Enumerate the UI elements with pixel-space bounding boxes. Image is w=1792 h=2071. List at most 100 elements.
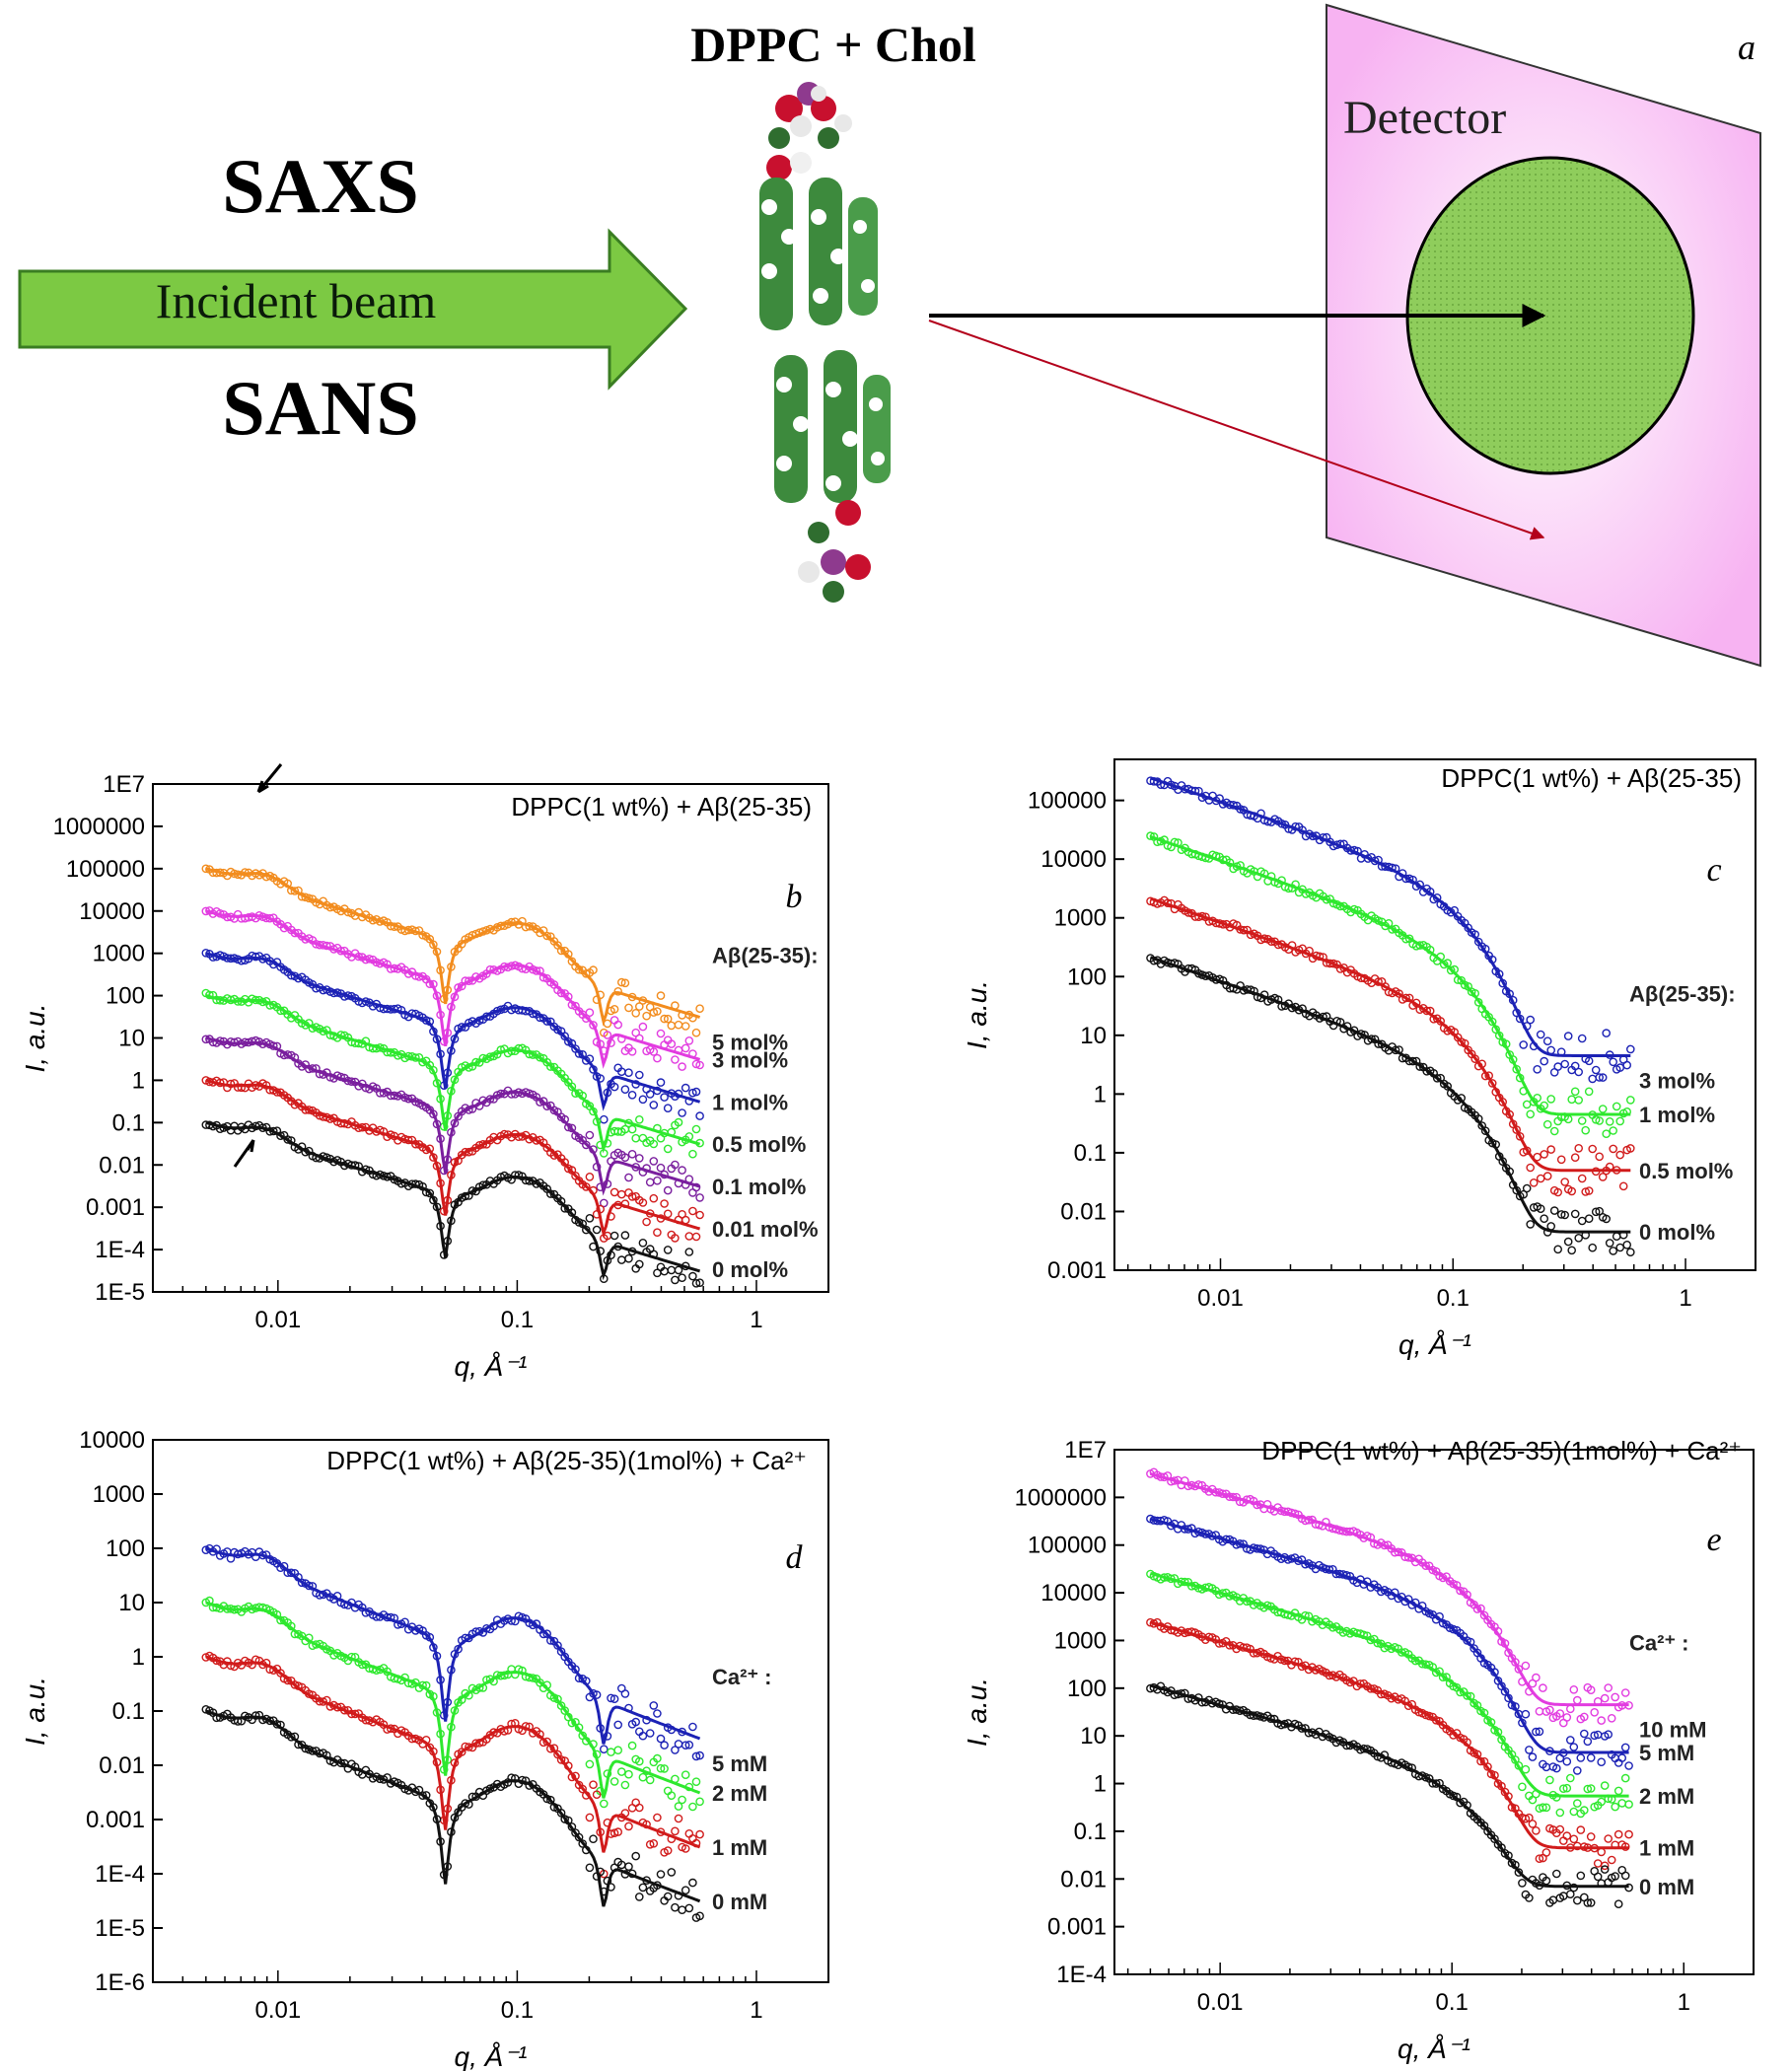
data-point [645, 1839, 655, 1849]
data-point [1532, 1673, 1541, 1682]
data-point [684, 1232, 694, 1241]
data-point [674, 1802, 683, 1811]
y-tick-label: 1E-5 [95, 1915, 145, 1942]
data-point [1566, 1704, 1575, 1714]
data-point [674, 1020, 683, 1030]
x-axis-label: q, Å⁻¹ [1398, 1329, 1471, 1360]
y-tick-label: 1000 [1054, 905, 1107, 932]
data-point [1573, 1799, 1582, 1808]
data-point [656, 1870, 666, 1879]
data-point [688, 1088, 697, 1098]
data-point [542, 1629, 552, 1638]
data-point [620, 1689, 630, 1698]
data-point [638, 1022, 648, 1032]
data-point [542, 1737, 552, 1747]
data-point [1522, 1100, 1532, 1109]
data-point [205, 990, 214, 1000]
data-point [620, 1780, 630, 1790]
panel-label: c [1706, 852, 1721, 889]
fit-line [205, 1036, 701, 1196]
y-axis-label: I, a.u. [962, 980, 992, 1049]
data-point [1533, 1064, 1542, 1074]
data-point [1600, 1781, 1610, 1790]
data-point [691, 1279, 701, 1288]
data-point [1555, 1824, 1565, 1834]
data-point [1617, 1753, 1627, 1762]
data-point [546, 1795, 555, 1805]
data-point [1553, 1245, 1563, 1254]
data-point [1560, 1178, 1570, 1186]
data-point [1586, 1685, 1596, 1695]
data-point [1525, 1746, 1534, 1754]
data-point [1626, 1144, 1635, 1153]
data-point [1583, 1898, 1593, 1907]
data-point [609, 1694, 619, 1704]
data-point [660, 1199, 669, 1208]
data-point [1443, 1082, 1453, 1091]
data-point [631, 1851, 641, 1861]
y-tick-label: 10 [1080, 1023, 1107, 1049]
data-point [1515, 1131, 1525, 1141]
data-point [1595, 1116, 1605, 1125]
data-point [653, 1709, 662, 1718]
data-point [1576, 1871, 1586, 1881]
data-point [678, 1273, 686, 1283]
data-point [1533, 1152, 1542, 1162]
y-tick-label: 1E-4 [1056, 1962, 1107, 1988]
data-point [649, 1838, 659, 1848]
fit-line [1149, 1517, 1629, 1754]
data-point [1562, 1756, 1572, 1766]
series-0-5-mol- [1146, 895, 1635, 1197]
data-point [607, 1748, 615, 1756]
data-point [1566, 1890, 1575, 1899]
data-point [1566, 1773, 1575, 1783]
data-point [1552, 1763, 1561, 1773]
data-point [1593, 1872, 1603, 1882]
data-point [1607, 1713, 1616, 1723]
y-axis-label: I, a.u. [20, 1003, 50, 1072]
data-point [1567, 1095, 1577, 1105]
data-point [691, 1124, 701, 1134]
data-point [1590, 1731, 1600, 1741]
data-point [663, 1104, 673, 1113]
data-point [645, 1090, 655, 1099]
chart-title: DPPC(1 wt%) + Aβ(25-35)(1mol%) + Ca²⁺ [326, 1446, 807, 1475]
data-point [1617, 1799, 1627, 1808]
data-point [667, 1021, 677, 1031]
data-point [1618, 1181, 1628, 1191]
y-tick-label: 1E7 [103, 771, 145, 798]
data-point [678, 1062, 686, 1071]
data-point [556, 1755, 566, 1764]
data-point [674, 1117, 683, 1127]
x-tick-label: 1 [1678, 1989, 1690, 2016]
data-point [1540, 1150, 1549, 1159]
data-point [1498, 1098, 1508, 1107]
x-tick-label: 0.01 [1197, 1989, 1244, 2016]
fit-line [1149, 776, 1631, 1057]
data-point [1609, 1144, 1618, 1154]
series-5-mol- [201, 864, 704, 1037]
data-point [1146, 831, 1155, 840]
data-point [609, 1777, 619, 1786]
data-point [656, 1163, 666, 1173]
data-point [695, 1911, 704, 1921]
data-point [1552, 1869, 1561, 1879]
data-point [624, 1003, 633, 1013]
data-point [1597, 1847, 1607, 1857]
data-point [1622, 1060, 1632, 1070]
data-point [1526, 1220, 1536, 1229]
data-point [1525, 1813, 1534, 1822]
series-2-mM [201, 1596, 704, 1812]
data-point [627, 1192, 637, 1201]
data-point [1597, 1716, 1607, 1725]
data-point [649, 1157, 659, 1166]
data-point [681, 1770, 690, 1780]
data-point [1604, 1683, 1613, 1692]
data-point [684, 1036, 694, 1045]
data-point [1583, 1737, 1593, 1747]
fit-line [1149, 1620, 1629, 1850]
legend-entry: 0.01 mol% [712, 1217, 819, 1242]
data-point [1595, 1073, 1605, 1082]
panel-label-a: a [1738, 28, 1756, 67]
x-tick-label: 0.1 [501, 1307, 534, 1333]
